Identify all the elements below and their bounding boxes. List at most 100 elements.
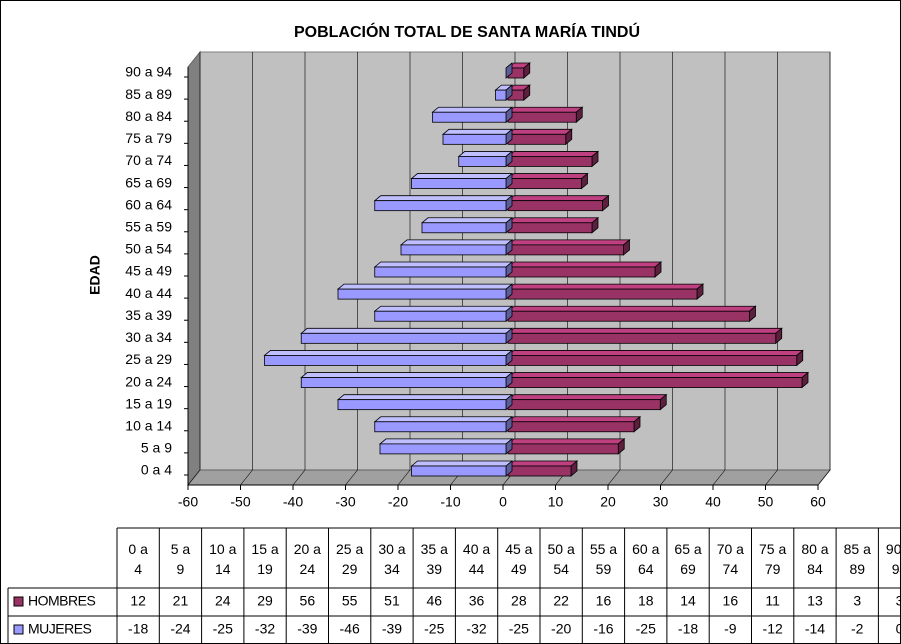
bar-top: [336, 394, 514, 401]
table-header: 15 a 19: [251, 541, 278, 577]
bar-front: [458, 156, 507, 167]
bar: [373, 194, 514, 212]
bar-top: [506, 350, 804, 356]
table-value: -39: [297, 621, 317, 637]
bar-top: [506, 128, 573, 135]
bar-top: [378, 438, 514, 445]
table-value: 24: [215, 593, 231, 609]
bar-top: [263, 350, 514, 356]
table-value: 18: [638, 593, 654, 609]
table-value: 56: [300, 593, 316, 609]
legend-key: [13, 596, 24, 607]
table-value: 51: [384, 593, 400, 609]
bar: [441, 128, 514, 146]
bar-front: [337, 399, 507, 411]
bar-front: [374, 266, 507, 278]
table-value: 3: [853, 593, 861, 609]
bar-top: [399, 239, 514, 246]
bar-front: [300, 332, 507, 344]
bar-front: [400, 244, 507, 256]
bar: [506, 128, 573, 146]
grid-line-floor: [345, 469, 358, 486]
table-value: 55: [342, 593, 358, 609]
bar: [263, 349, 514, 367]
table-value: -2: [851, 621, 864, 637]
table-value: 11: [765, 593, 780, 609]
bar-front: [507, 465, 572, 477]
bar-top: [506, 438, 626, 445]
table-header: 20 a 24: [294, 541, 321, 577]
table-value: -12: [763, 621, 783, 637]
grid-line-floor: [187, 469, 201, 486]
bar-top: [431, 106, 514, 113]
bar-side: [505, 62, 513, 79]
table-value: 46: [426, 593, 442, 609]
bar: [506, 62, 531, 79]
bar-top: [373, 195, 514, 202]
bar-front: [507, 266, 656, 278]
bar-top: [506, 372, 810, 378]
x-tick-label: 10: [548, 494, 564, 510]
grid-line-floor: [712, 469, 726, 486]
bar-top: [506, 416, 642, 423]
table-header: 60 a 64: [632, 541, 659, 577]
bar-top: [506, 394, 668, 401]
table-value: -25: [424, 621, 444, 637]
table-value: -14: [805, 621, 825, 637]
y-tick-label: 80 a 84: [125, 108, 172, 124]
y-tick-label: 30 a 34: [125, 329, 172, 345]
table-value: -39: [382, 621, 402, 637]
bar-front: [442, 133, 507, 145]
side-wall: [187, 50, 201, 487]
bar-top: [373, 261, 514, 268]
x-tick-label: -30: [335, 494, 355, 510]
table-header: 90 a94: [886, 541, 901, 577]
bar-top: [506, 217, 600, 224]
table-value: 13: [807, 593, 823, 609]
bar: [494, 84, 514, 101]
bar: [506, 194, 610, 212]
bar-top: [300, 327, 514, 334]
bar-top: [506, 106, 584, 113]
bar: [506, 371, 810, 389]
bar: [420, 216, 514, 234]
y-tick-label: 0 a 4: [141, 462, 172, 478]
table-header: 80 a 84: [801, 541, 828, 577]
grid-line-floor: [660, 469, 673, 486]
chart-title: POBLACIÓN TOTAL DE SANTA MARÍA TINDÚ: [294, 22, 640, 41]
table-value: -20: [551, 621, 571, 637]
bar-front: [507, 443, 619, 455]
bar-front: [507, 288, 698, 300]
table-value: -18: [678, 621, 698, 637]
x-tick-label: -20: [388, 494, 408, 510]
x-tick-label: 30: [653, 494, 669, 510]
bar-front: [507, 133, 567, 145]
y-tick-label: 75 a 79: [125, 130, 172, 146]
table-header: 30 a 34: [378, 541, 405, 577]
bar: [505, 62, 513, 79]
x-tick-label: 50: [758, 494, 774, 510]
table-value: 22: [553, 593, 569, 609]
table-value: -46: [340, 621, 360, 637]
table-value: 14: [680, 593, 696, 609]
y-tick-label: 10 a 14: [125, 417, 172, 433]
table-header: 75 a 79: [759, 541, 786, 577]
bar: [506, 305, 757, 323]
y-tick-label: 25 a 29: [125, 351, 172, 367]
bar: [506, 415, 642, 433]
bar: [336, 393, 514, 411]
bar-top: [373, 305, 514, 312]
bar: [457, 150, 514, 168]
bar: [373, 305, 514, 323]
bar: [373, 261, 514, 278]
y-tick-label: 35 a 39: [125, 307, 172, 323]
table-value: 28: [511, 593, 527, 609]
bar-top: [506, 261, 663, 268]
table-header: 85 a 89: [844, 541, 871, 577]
bar-front: [507, 200, 603, 212]
bar-top: [410, 173, 514, 179]
bar: [336, 283, 514, 300]
y-tick-label: 50 a 54: [125, 241, 172, 257]
